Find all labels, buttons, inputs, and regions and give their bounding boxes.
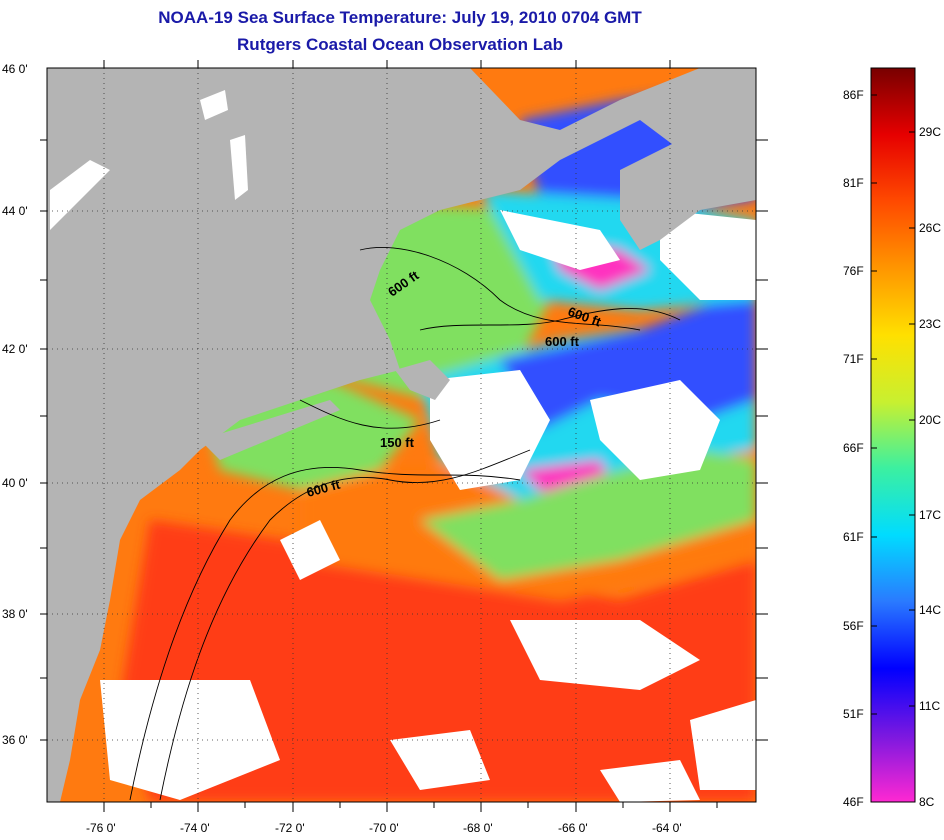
contour-label: 600 ft — [545, 334, 580, 349]
colorbar-c-label: 20C — [919, 413, 941, 427]
cloud-patch — [600, 760, 700, 802]
map-gridlines — [47, 68, 756, 802]
colorbar-ticks — [871, 94, 915, 715]
contour-line — [299, 399, 441, 429]
contour-label: 150 ft — [380, 435, 415, 450]
cloud-patch — [100, 680, 280, 800]
colorbar-gradient — [870, 67, 916, 803]
lat-label: 38 0' — [2, 607, 28, 621]
land-nova-scotia — [620, 100, 756, 250]
sst-green-south — [420, 450, 756, 580]
colorbar-c-label: 17C — [919, 508, 941, 522]
colorbar-c-label: 23C — [919, 317, 941, 331]
colorbar-c-label: 26C — [919, 221, 941, 235]
latitude-labels: 46 0' 44 0' 42 0' 40 0' 38 0' 36 0' — [2, 62, 28, 747]
map-subtitle: Rutgers Coastal Ocean Observation Lab — [237, 35, 563, 54]
cloud-patch — [280, 520, 340, 580]
map-title: NOAA-19 Sea Surface Temperature: July 19… — [158, 8, 642, 27]
colorbar-f-label: 61F — [843, 530, 864, 544]
map-ticks — [40, 60, 768, 812]
land-lake — [230, 135, 248, 200]
lon-label: -64 0' — [652, 821, 682, 835]
cloud-patch — [590, 380, 720, 480]
land-us-mainland — [47, 68, 756, 802]
cloud-patch — [390, 730, 490, 790]
land-lake — [200, 90, 228, 120]
lat-label: 42 0' — [2, 342, 28, 356]
contour-line — [359, 247, 641, 331]
lat-label: 44 0' — [2, 204, 28, 218]
colorbar-f-label: 76F — [843, 264, 864, 278]
colorbar-f-label: 71F — [843, 352, 864, 366]
colorbar-f-label: 56F — [843, 619, 864, 633]
land-long-island — [200, 400, 340, 460]
lon-label: -68 0' — [463, 821, 493, 835]
lon-label: -70 0' — [369, 821, 399, 835]
colorbar-f-label: 81F — [843, 176, 864, 190]
sst-warm-zone — [120, 520, 756, 802]
bathymetry-contours — [129, 247, 681, 801]
lat-label: 36 0' — [2, 733, 28, 747]
land-delmarva — [55, 540, 110, 650]
map-frame — [46, 67, 757, 803]
lon-label: -76 0' — [86, 821, 116, 835]
colorbar-f-label: 51F — [843, 707, 864, 721]
colorbar-c-label: 14C — [919, 603, 941, 617]
lat-label: 46 0' — [2, 62, 28, 76]
lon-label: -66 0' — [558, 821, 588, 835]
colorbar-f-label: 46F — [843, 795, 864, 809]
map-plot-area: 600 ft 600 ft 600 ft 150 ft 600 ft — [47, 68, 756, 802]
cloud-patch — [500, 210, 620, 270]
lon-label: -72 0' — [275, 821, 305, 835]
cloud-patch — [660, 210, 756, 300]
temperature-colorbar: 86F 81F 76F 71F 66F 61F 56F 51F 46F 29C … — [843, 67, 941, 809]
lon-label: -74 0' — [180, 821, 210, 835]
cloud-patch — [510, 620, 700, 690]
colorbar-f-label: 86F — [843, 88, 864, 102]
cloud-cover — [100, 210, 756, 802]
colorbar-c-label: 11C — [919, 699, 940, 713]
longitude-labels: -76 0' -74 0' -72 0' -70 0' -68 0' -66 0… — [86, 821, 682, 835]
colorbar-f-label: 66F — [843, 441, 864, 455]
land-lake — [50, 160, 110, 230]
contour-line — [419, 308, 681, 331]
contour-line — [129, 467, 521, 801]
land — [47, 68, 756, 802]
colorbar-c-label: 8C — [919, 795, 935, 809]
colorbar-c-label: 29C — [919, 125, 941, 139]
cloud-patch — [690, 700, 756, 790]
lat-label: 40 0' — [2, 476, 28, 490]
cloud-patch — [430, 370, 550, 490]
sst-field — [120, 90, 756, 802]
contour-line — [159, 449, 531, 801]
land-cape-cod — [395, 360, 450, 400]
